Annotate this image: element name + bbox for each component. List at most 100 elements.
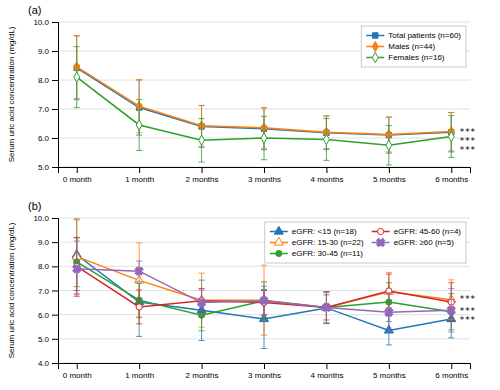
error-bar-cap: [136, 290, 142, 291]
y-tick-label: 9.0: [38, 238, 50, 247]
grid-line: [58, 22, 470, 23]
x-tick-mark: [264, 167, 265, 173]
y-tick-label: 7.0: [38, 287, 50, 296]
error-bar-cap: [74, 237, 80, 238]
error-bar-cap: [323, 323, 329, 324]
annotation: ***: [459, 145, 475, 155]
legend: eGFR: <15 (n=18)eGFR: 15-30 (n=22)eGFR: …: [265, 222, 466, 263]
x-tick-label: 2 months: [186, 175, 219, 184]
error-bar-cap: [74, 240, 80, 241]
error-bar-cap: [323, 115, 329, 116]
y-tick: 5.0: [38, 335, 58, 344]
error-bar-cap: [386, 331, 392, 332]
error-bar-cap: [74, 46, 80, 47]
error-bar-cap: [448, 282, 454, 283]
error-bar-cap: [448, 115, 454, 116]
x-tick-mark: [389, 167, 390, 173]
series: [72, 220, 456, 335]
x-tick: 1 month: [125, 363, 154, 380]
error-bar-cap: [323, 323, 329, 324]
legend-box: [361, 26, 466, 67]
y-tick-label: 10.0: [33, 18, 49, 27]
x-tick-label: 6 months: [435, 175, 468, 184]
y-tick: 6.0: [38, 134, 58, 143]
error-bar-cap: [386, 344, 392, 345]
panel: 5.06.07.08.09.010.00 month1 month2 month…: [33, 18, 475, 184]
y-tick: 9.0: [38, 47, 58, 56]
y-tick-mark: [52, 138, 58, 139]
y-tick-mark: [52, 242, 58, 243]
y-tick: 5.0: [38, 163, 58, 172]
error-bar-cap: [74, 219, 80, 220]
marks: [74, 36, 455, 165]
error-bar-cap: [136, 281, 142, 282]
legend-marker: [373, 33, 378, 38]
error-bar-cap: [386, 274, 392, 275]
y-tick-mark: [52, 339, 58, 340]
x-tick: 4 months: [310, 363, 343, 380]
x-tick-mark: [139, 363, 140, 369]
error-bar-cap: [448, 288, 454, 289]
error-bar-cap: [136, 99, 142, 100]
error-bar-cap: [261, 335, 267, 336]
series-line: [77, 257, 452, 308]
x-tick: 5 months: [373, 167, 406, 184]
error-bar: [199, 119, 205, 163]
point: [383, 306, 395, 318]
point: [136, 304, 142, 310]
error-bar-cap: [199, 315, 205, 316]
annotation: ***: [459, 315, 475, 325]
error-bar-cap: [323, 291, 329, 292]
error-bar-cap: [261, 265, 267, 266]
series-line: [77, 269, 452, 313]
legend-box: [265, 222, 466, 263]
x-tick-mark: [202, 167, 203, 173]
y-tick-mark: [52, 266, 58, 267]
y-tick: 9.0: [38, 238, 58, 247]
marks: [71, 219, 458, 349]
panel-title: (b): [28, 200, 41, 212]
error-bar-cap: [323, 115, 329, 116]
y-tick-mark: [52, 291, 58, 292]
error-bar: [386, 126, 392, 165]
point: [199, 135, 205, 145]
y-axis-line: [52, 219, 59, 364]
legend-label: eGFR: 15-30 (n=22): [292, 238, 364, 247]
error-bar-cap: [136, 283, 142, 284]
point: [196, 297, 208, 309]
legend-label: eGFR: 30-45 (n=11): [292, 249, 364, 258]
error-bar-cap: [74, 107, 80, 108]
error-bar-cap: [261, 281, 267, 282]
legend-label: eGFR: ≥60 (n=5): [394, 238, 455, 247]
x-tick-label: 2 months: [186, 371, 219, 380]
y-axis: 5.0 6.0 7.0 8.0 9.0 10.0: [33, 18, 58, 172]
x-tick-mark: [77, 363, 78, 369]
y-tick-label: 8.0: [38, 76, 50, 85]
error-bar-cap: [261, 107, 267, 108]
y-tick-label: 7.0: [38, 105, 50, 114]
error-bar-cap: [323, 323, 329, 324]
x-tick-mark: [451, 167, 452, 173]
error-bar-cap: [386, 292, 392, 293]
error-bar-stem: [201, 280, 202, 340]
grid: [58, 218, 470, 363]
x-axis-line: [59, 168, 471, 174]
error-bar: [261, 116, 267, 160]
error-bar-cap: [74, 218, 80, 219]
error-bar: [323, 119, 329, 161]
error-bar-cap: [199, 273, 205, 274]
x-tick-label: 5 months: [373, 175, 406, 184]
legend-item: eGFR: 15-30 (n=22): [270, 237, 364, 246]
error-bar-cap: [448, 332, 454, 333]
error-bar: [448, 116, 454, 158]
error-bar-cap: [74, 35, 80, 36]
error-bar-cap: [323, 291, 329, 292]
x-tick: 5 months: [373, 363, 406, 380]
grid-line: [58, 218, 470, 219]
legend-item: Males (n=44): [366, 41, 435, 51]
x-axis: 0 month1 month2 months3 months4 months5 …: [59, 363, 471, 380]
error-bar-cap: [74, 296, 80, 297]
series: [74, 36, 455, 153]
x-tick-mark: [264, 363, 265, 369]
legend-label: Total patients (n=60): [388, 31, 461, 40]
